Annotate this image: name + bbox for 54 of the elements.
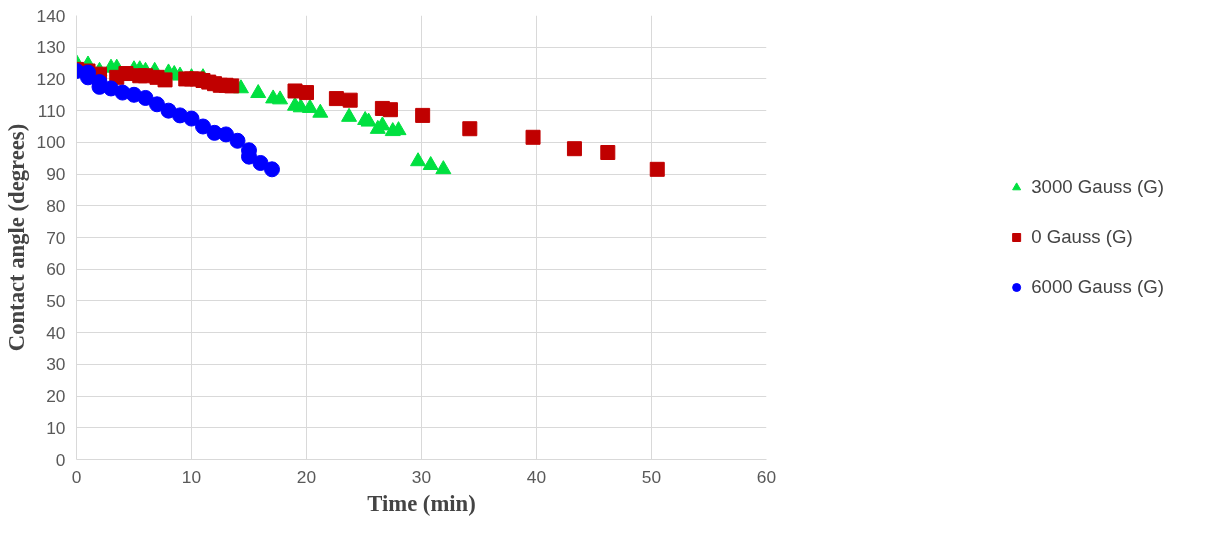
x-tick-label: 40 bbox=[526, 466, 547, 487]
point bbox=[649, 161, 665, 177]
legend-label: 0 Gauss (G) bbox=[1031, 226, 1133, 248]
point bbox=[301, 98, 318, 113]
y-tick-label: 90 bbox=[46, 164, 66, 185]
x-tick-label: 20 bbox=[296, 466, 317, 487]
y-tick-label: 130 bbox=[36, 37, 66, 58]
point bbox=[422, 156, 439, 171]
point bbox=[435, 160, 452, 175]
y-axis-title: Contact angle (degrees) bbox=[3, 123, 29, 352]
point bbox=[118, 66, 134, 82]
point bbox=[600, 145, 616, 161]
point bbox=[224, 78, 240, 94]
point bbox=[157, 72, 173, 88]
point bbox=[312, 103, 329, 118]
y-tick-label: 20 bbox=[46, 386, 66, 407]
x-tick-label: 0 bbox=[71, 466, 82, 487]
point bbox=[328, 91, 344, 107]
point bbox=[566, 141, 582, 157]
x-tick-label: 30 bbox=[411, 466, 432, 487]
y-tick-label: 100 bbox=[36, 132, 66, 153]
x-axis-title: Time (min) bbox=[367, 490, 476, 516]
y-tick-label: 140 bbox=[36, 5, 66, 26]
legend-label: 6000 Gauss (G) bbox=[1031, 276, 1164, 298]
point bbox=[525, 129, 541, 145]
y-tick-label: 50 bbox=[46, 290, 66, 311]
point bbox=[137, 89, 154, 106]
point bbox=[341, 107, 358, 122]
y-tick-label: 60 bbox=[46, 259, 66, 280]
point bbox=[272, 90, 289, 105]
point bbox=[342, 92, 358, 108]
y-tick-label: 10 bbox=[46, 417, 66, 438]
point bbox=[229, 132, 246, 149]
x-tick-label: 60 bbox=[756, 466, 777, 487]
x-tick-label: 50 bbox=[641, 466, 662, 487]
y-tick-label: 110 bbox=[37, 100, 66, 121]
y-tick-label: 70 bbox=[46, 227, 66, 248]
point bbox=[252, 154, 269, 171]
point bbox=[264, 161, 280, 178]
y-tick-label: 0 bbox=[55, 449, 66, 470]
point bbox=[410, 152, 427, 167]
point bbox=[250, 84, 267, 99]
y-tick-label: 120 bbox=[36, 68, 66, 89]
x-tick-label: 10 bbox=[181, 466, 202, 487]
y-tick-label: 30 bbox=[46, 354, 66, 375]
point bbox=[195, 118, 211, 135]
y-tick-label: 40 bbox=[46, 322, 66, 343]
point bbox=[415, 107, 431, 123]
point bbox=[382, 102, 398, 118]
point bbox=[462, 121, 478, 137]
point bbox=[183, 110, 200, 127]
y-tick-label: 80 bbox=[46, 195, 66, 216]
point bbox=[299, 85, 314, 101]
legend-label: 3000 Gauss (G) bbox=[1031, 176, 1164, 198]
